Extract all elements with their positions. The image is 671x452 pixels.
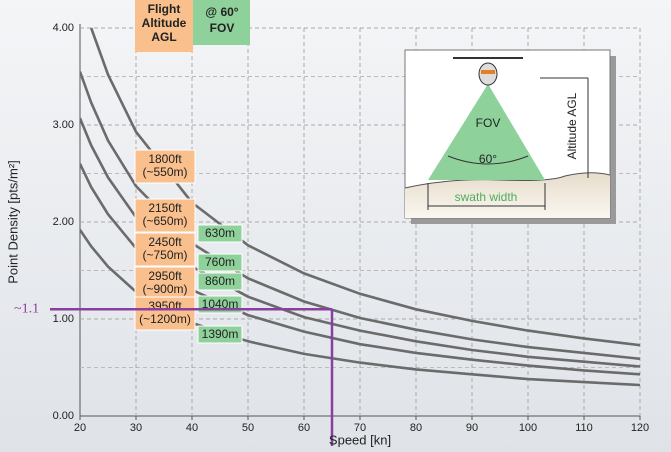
x-tick-label: 50 — [242, 422, 254, 434]
y-tick-label: 3.00 — [53, 119, 74, 131]
labels: 1800ft(~550m) 630m 2150ft(~650m) 760m 2450ft… — [14, 149, 334, 446]
lines — [80, 27, 640, 387]
inset-ground — [405, 172, 610, 218]
inset-angle-arc — [447, 155, 529, 165]
swath-label: 860m — [205, 274, 235, 288]
swath-label: 1390m — [202, 327, 239, 341]
swath-label: 1040m — [202, 297, 239, 311]
header-fov: @ 60° FOV — [205, 5, 239, 35]
altitude-m: (~550m) — [142, 165, 187, 179]
altitude-m: (~650m) — [142, 214, 187, 228]
header-wrap: Flight Altitude AGL — [141, 2, 187, 44]
y-tick-label: 0.00 — [53, 410, 74, 422]
series-line — [80, 229, 640, 387]
swath-box — [197, 224, 243, 243]
x-tick-label: 110 — [575, 422, 593, 434]
header-box — [135, 0, 193, 52]
altitude-box — [134, 198, 196, 233]
altitude-ft: 2950ft — [148, 269, 182, 283]
x-tick-label: 120 — [631, 422, 649, 434]
swath-label: 760m — [205, 255, 235, 269]
x-tick-label: 40 — [186, 422, 198, 434]
altitude-m: (~1200m) — [139, 312, 191, 326]
header-altitude: Flight Altitude AGL — [141, 2, 187, 44]
inset-fov — [428, 84, 545, 180]
y-tick-label: 4.00 — [53, 22, 74, 34]
inset-heli-stripe — [481, 70, 495, 74]
x-tick-label: 20 — [74, 422, 86, 434]
x-tick-label: 80 — [410, 422, 422, 434]
swath-box — [197, 272, 243, 291]
altitude-ft: 2150ft — [148, 201, 182, 215]
altitude-m: (~900m) — [142, 282, 187, 296]
series-line — [80, 163, 640, 376]
inset-swath-label: swath width — [455, 190, 518, 204]
x-tick-label: 90 — [466, 422, 478, 434]
x-axis-title: Speed [kn] — [329, 432, 391, 447]
y-axis-title: Point Density [pts/m²] — [5, 160, 20, 284]
series-line — [80, 117, 640, 368]
x-tick-label: 70 — [354, 422, 366, 434]
header-wrap: @ 60° FOV — [205, 5, 239, 35]
inset: FOV 60° swath width Altitude AGL — [404, 49, 616, 224]
altitude-ft: 3950ft — [148, 299, 182, 313]
altitude-ft: 1800ft — [148, 152, 182, 166]
x-tick-label: 30 — [130, 422, 142, 434]
swath-box — [197, 325, 243, 344]
inset-ground-line — [404, 172, 611, 189]
y-tick-label: 1.00 — [53, 313, 74, 325]
series-line — [80, 71, 640, 361]
altitude-box — [134, 296, 196, 331]
y-tick-label: 2.00 — [53, 216, 74, 228]
series-line — [89, 27, 640, 347]
swath-label: 630m — [205, 226, 235, 240]
altitude-m: (~750m) — [142, 248, 187, 262]
altitude-box — [134, 232, 196, 267]
x-tick-label: 60 — [298, 422, 310, 434]
altitude-ft: 2450ft — [148, 235, 182, 249]
altitude-box — [134, 149, 196, 184]
inset-fov-label: FOV — [476, 116, 501, 130]
swath-box — [197, 253, 243, 272]
inset-angle-label: 60° — [479, 152, 497, 166]
x-tick-label: 100 — [519, 422, 537, 434]
inset-altitude-label: Altitude AGL — [565, 92, 579, 159]
altitude-box — [134, 266, 196, 301]
header-box — [193, 0, 250, 45]
marker-label: ~1.1 — [14, 302, 39, 317]
